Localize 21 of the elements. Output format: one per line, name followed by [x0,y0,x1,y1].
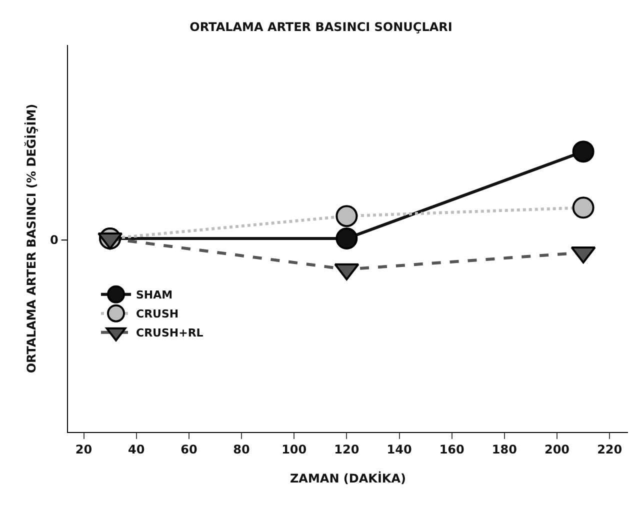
text: 0 [50,233,58,247]
chart-title: ORTALAMA ARTER BASINCI SONUÇLARI [190,20,452,34]
x-tick-label: 80 [233,442,250,456]
point [572,196,594,219]
x-tick-label: 180 [492,442,517,456]
x-tick-label: 120 [334,442,360,456]
x-axis-title: ZAMAN (DAKİKA) [290,470,406,486]
x-tick-label: 140 [386,442,412,456]
point [336,205,358,228]
legend-label: SHAM [136,288,173,302]
y-axis-title: ORTALAMA ARTER BASINCI (% DEĞİŞİM) [23,104,38,374]
x-tick-label: 220 [597,442,622,456]
legend-label: CRUSH [136,308,179,321]
legend-label: CRUSH+RL [136,326,204,340]
x-tick-label: 40 [128,442,145,456]
x-tick-label: 60 [180,442,198,456]
x-tick-label: 200 [544,442,570,456]
point [336,228,358,250]
x-tick-label: 100 [282,442,307,456]
x-tick-label: 160 [439,442,464,456]
x-tick-label: 20 [75,442,92,456]
